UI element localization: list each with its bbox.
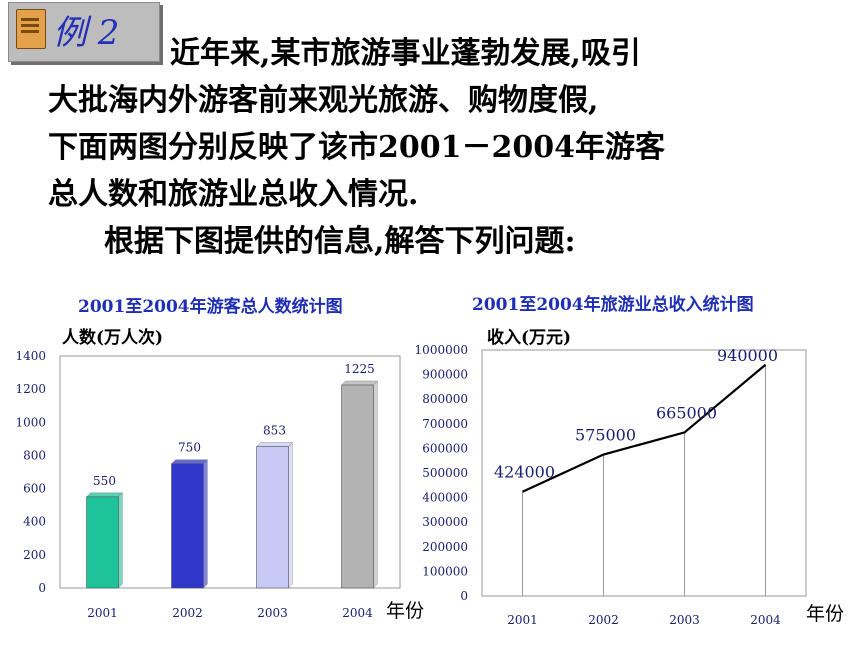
bar — [86, 496, 119, 589]
intro-line: 下面两图分别反映了该市2001－2004年游客 — [48, 130, 665, 165]
series-line — [522, 363, 767, 493]
y-tick-label: 1400 — [15, 349, 46, 363]
bar-top — [340, 380, 379, 386]
point-value-label: 575000 — [575, 426, 636, 445]
plot-frame — [481, 349, 807, 597]
bar-value-label: 1225 — [344, 362, 375, 376]
y-tick-label: 1000000 — [415, 343, 468, 357]
bar — [171, 463, 204, 589]
x-tick-label: 2003 — [669, 613, 700, 627]
y-tick-label: 500000 — [422, 466, 468, 480]
y-tick-label: 800 — [23, 448, 46, 462]
y-tick-label: 400000 — [422, 491, 468, 505]
intro-line: 大批海内外游客前来观光旅游、购物度假, — [48, 83, 599, 118]
bar-top — [170, 459, 209, 464]
x-tick-label: 2004 — [342, 606, 373, 620]
x-tick-label: 2001 — [507, 613, 538, 627]
intro-line: 总人数和旅游业总收入情况. — [48, 177, 419, 212]
bar-top — [255, 442, 294, 447]
y-tick-label: 200 — [23, 548, 46, 562]
intro-line: 近年来,某市旅游事业蓬勃发展,吸引 — [170, 36, 641, 71]
example-label: 例 2 — [53, 13, 120, 53]
bar-chart-title: 2001至2004年游客总人数统计图 — [78, 297, 343, 317]
x-tick-label: 2004 — [750, 613, 781, 627]
bar — [256, 446, 289, 589]
bar-value-label: 550 — [93, 474, 116, 488]
bar-value-label: 750 — [178, 441, 201, 455]
y-tick-label: 400 — [23, 515, 46, 529]
bar-chart-xlabel: 年份 — [386, 600, 425, 622]
line-chart-ylabel: 收入(万元) — [487, 328, 572, 348]
line-chart-xlabel: 年份 — [806, 603, 845, 625]
point-value-label: 424000 — [494, 463, 555, 482]
y-tick-label: 600 — [23, 482, 46, 496]
y-tick-label: 300000 — [422, 515, 468, 529]
example-badge: 例 2 — [8, 2, 160, 62]
y-tick-label: 200000 — [422, 540, 468, 554]
intro-question: 根据下图提供的信息,解答下列问题: — [104, 224, 576, 259]
x-tick-label: 2003 — [257, 606, 288, 620]
bar-top — [85, 492, 124, 498]
y-tick-label: 1200 — [15, 382, 46, 396]
bar — [341, 384, 374, 589]
bar-side — [373, 380, 378, 589]
bar-side — [118, 492, 123, 589]
y-tick-label: 600000 — [422, 441, 468, 455]
y-tick-label: 700000 — [422, 417, 468, 431]
plot-frame — [59, 355, 401, 589]
y-tick-label: 0 — [460, 589, 468, 603]
y-tick-label: 0 — [38, 581, 46, 595]
x-tick-label: 2002 — [588, 613, 619, 627]
book-icon — [16, 9, 46, 49]
x-tick-label: 2002 — [172, 606, 203, 620]
y-tick-label: 100000 — [422, 564, 468, 578]
bar-value-label: 853 — [263, 424, 286, 438]
y-tick-label: 800000 — [422, 392, 468, 406]
line-chart-title: 2001至2004年旅游业总收入统计图 — [472, 295, 754, 315]
bar-side — [203, 459, 208, 589]
problem-statement: 近年来,某市旅游事业蓬勃发展,吸引 大批海内外游客前来观光旅游、购物度假, 下面… — [48, 30, 808, 265]
bar-side — [288, 442, 293, 589]
y-tick-label: 1000 — [15, 415, 46, 429]
y-tick-label: 900000 — [422, 368, 468, 382]
x-tick-label: 2001 — [87, 606, 118, 620]
point-value-label: 940000 — [717, 346, 778, 365]
point-value-label: 665000 — [656, 403, 717, 422]
bar-chart-ylabel: 人数(万人次) — [62, 328, 164, 348]
